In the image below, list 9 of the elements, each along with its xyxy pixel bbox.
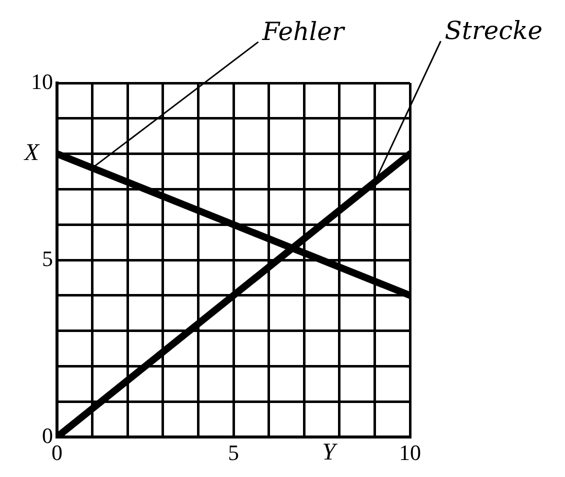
x-tick-label: 10 — [399, 440, 421, 465]
y-tick-label: 5 — [42, 246, 53, 271]
y-axis-title: X — [23, 140, 40, 166]
annotation: Strecke — [444, 16, 543, 46]
y-tick-label: 0 — [42, 422, 53, 448]
annotation: Fehler — [261, 16, 346, 46]
y-tick-label: 10 — [31, 68, 53, 94]
x-axis-title: Y — [322, 439, 338, 466]
x-tick-label: 5 — [228, 440, 239, 465]
